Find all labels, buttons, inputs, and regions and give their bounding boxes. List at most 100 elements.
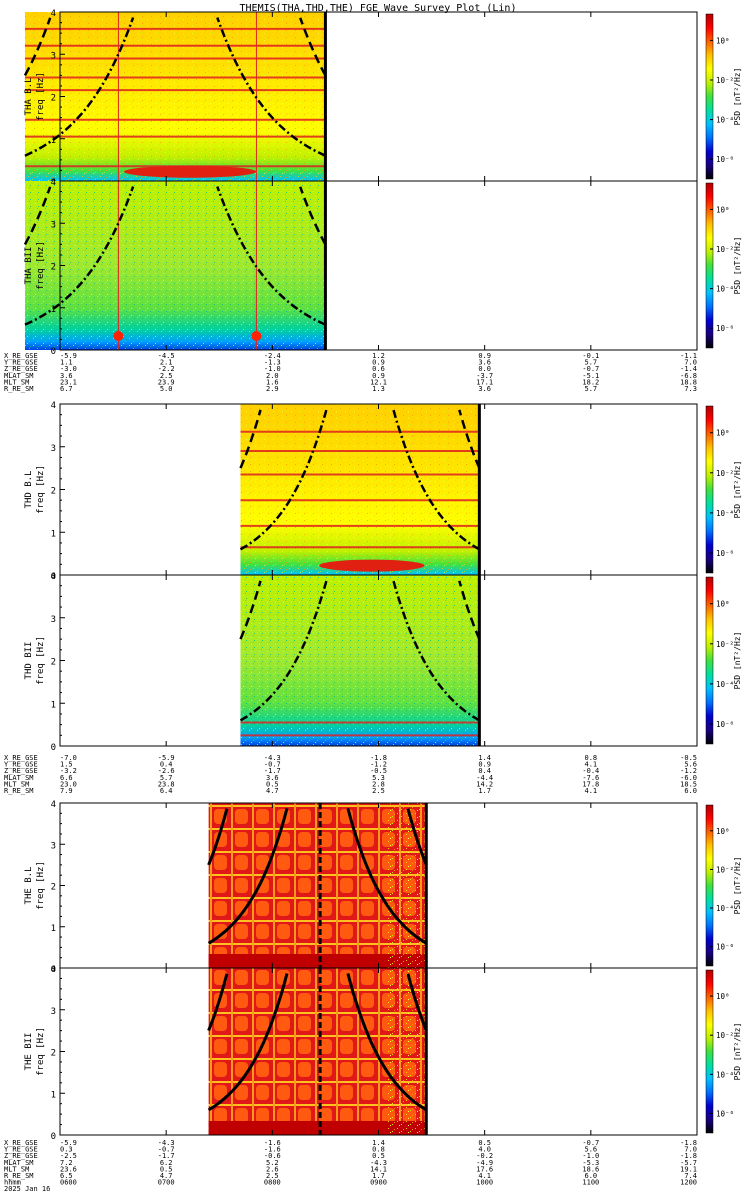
colorbar-tick-label: 10⁻² (716, 865, 734, 874)
ytick-label: 2 (51, 94, 56, 104)
ephemeris-value: 4.7 (266, 787, 279, 795)
ephemeris-value: 5.3 (372, 774, 385, 782)
ephemeris-value: 14.2 (476, 780, 493, 788)
ephemeris-value: 2.6 (266, 1165, 279, 1173)
colorbar (705, 405, 714, 574)
colorbar-tick-label: 10⁻⁶ (716, 324, 734, 333)
ephemeris-value: -0.2 (476, 1152, 493, 1160)
ephemeris-value: -4.5 (158, 352, 175, 360)
colorbar (705, 969, 714, 1134)
cyclotron-curve (239, 409, 262, 469)
ephemeris-value: -0.1 (582, 352, 599, 360)
ephemeris-row-label: Z_RE_GSE (4, 767, 38, 775)
panel-the-bl: 0 1 2 3 4 THE B.L freq [Hz] 10⁰ 10⁻² 10⁻⁴ 10⁻⁶ PSD … (24, 800, 742, 975)
ytick-label: 3 (51, 51, 56, 61)
ephemeris-value: 19.1 (680, 1165, 697, 1173)
ephemeris-value: -3.7 (476, 372, 493, 380)
panel-yunit: freq [Hz] (36, 465, 46, 514)
ytick-label: 4 (51, 401, 56, 411)
colorbar-tick-label: 10⁻⁶ (716, 155, 734, 164)
ephemeris-value: 5.7 (585, 359, 598, 367)
ytick-label: 3 (51, 444, 56, 454)
ephemeris-value: -4.3 (158, 1139, 175, 1147)
ephemeris-value: 0.3 (60, 1146, 73, 1154)
low-frequency-peak (124, 165, 257, 178)
ephemeris-value: 6.6 (60, 774, 73, 782)
ephemeris-value: -1.2 (370, 761, 387, 769)
ytick-label: 0 (51, 965, 56, 975)
colorbar-tick-label: 10⁻⁴ (716, 116, 734, 125)
colorbar-tick-label: 10⁰ (716, 36, 730, 45)
ephemeris-value: -2.5 (60, 1152, 77, 1160)
ytick-label: 3 (51, 220, 56, 230)
ephemeris-group: X_RE_GSE -5.9 -4.5 -2.4 1.2 0.9 -0.1 -1.1Y_RE_G… (4, 352, 697, 1193)
ephemeris-value: 3.6 (266, 774, 279, 782)
ephemeris-value: 1.3 (372, 385, 385, 393)
panel-ylabel: THA BII (24, 247, 34, 285)
cyclotron-curve (406, 808, 428, 866)
spectrogram-texture (240, 404, 480, 575)
ytick-label: 3 (51, 615, 56, 625)
ephemeris-row-label: X_RE_GSE (4, 352, 38, 360)
ytick-label: 4 (51, 178, 56, 188)
ephemeris-value: -4.9 (476, 1159, 493, 1167)
ephemeris-value: 14.1 (370, 1165, 387, 1173)
ephemeris-value: 1.5 (60, 761, 73, 769)
panel-yunit: freq [Hz] (36, 241, 46, 290)
low-frequency-band (208, 1121, 427, 1135)
ephemeris-value: -5.9 (158, 754, 175, 762)
ephemeris-row-label: R_RE_SM (4, 385, 34, 393)
colorbar-tick-label: 10⁻⁶ (716, 549, 734, 558)
cyclotron-curve (207, 973, 289, 1112)
ephemeris-value: -3.0 (60, 365, 77, 373)
ephemeris-value: 0.6 (372, 365, 385, 373)
spectrogram-texture (240, 575, 480, 746)
ephemeris-value: 0.5 (266, 780, 279, 788)
colorbar-tick-label: 10⁻⁶ (716, 943, 734, 952)
ephemeris-value: 0.4 (478, 767, 491, 775)
ephemeris-value: -4.3 (264, 754, 281, 762)
ephemeris-value: 0800 (264, 1179, 281, 1187)
ephemeris-value: 17.6 (476, 1165, 493, 1173)
panel-ylabel: THE B.L (24, 867, 34, 905)
ytick-label: 4 (51, 965, 56, 975)
ephemeris-row-label: X_RE_GSE (4, 1139, 38, 1147)
ephemeris-value: 17.1 (476, 378, 493, 386)
ephemeris-value: 5.7 (585, 385, 598, 393)
ephemeris-value: 18.6 (582, 1165, 599, 1173)
colorbar-label: PSD [nT²/Hz] (733, 857, 742, 915)
low-frequency-peak (319, 559, 425, 572)
colorbar (705, 182, 714, 349)
ytick-label: 1 (51, 305, 56, 315)
cyclotron-curve (392, 409, 481, 551)
colorbar (705, 576, 714, 745)
ephemeris-value: 3.6 (478, 359, 491, 367)
spectrogram-texture (24, 181, 326, 350)
cyclotron-curve (346, 808, 428, 945)
cyclotron-curve (406, 973, 428, 1032)
ephemeris-value: 7.4 (684, 1172, 697, 1180)
ephemeris-value: 0.0 (478, 365, 491, 373)
ephemeris-value: 0.5 (372, 1152, 385, 1160)
ephemeris-row-label: MLAT_SM (4, 372, 34, 380)
ephemeris-row-label: X_RE_GSE (4, 754, 38, 762)
ephemeris-value: 2.1 (160, 359, 173, 367)
ephemeris-row-label: MLAT_SM (4, 1159, 34, 1167)
ephemeris-value: -5.1 (582, 372, 599, 380)
ephemeris-row-label: hhmm (4, 1179, 21, 1187)
ephemeris-value: 1000 (476, 1179, 493, 1187)
panel-ylabel: THA B.L (24, 78, 34, 116)
ephemeris-value: -0.7 (582, 1139, 599, 1147)
ephemeris-value: 1.1 (60, 359, 73, 367)
ephemeris-value: 1.2 (372, 352, 385, 360)
cyclotron-curve (239, 580, 262, 640)
colorbar-tick-label: 10⁻⁴ (716, 680, 734, 689)
colorbar-label: PSD [nT²/Hz] (733, 68, 742, 126)
ephemeris-value: 0.8 (372, 1146, 385, 1154)
ytick-label: 3 (51, 1007, 56, 1017)
ephemeris-row-label: MLT_SM (4, 1165, 29, 1173)
ephemeris-value: 7.0 (684, 1146, 697, 1154)
spike-point (113, 331, 124, 341)
cyclotron-curve (23, 186, 52, 245)
colorbar-tick-label: 10⁻⁴ (716, 509, 734, 518)
